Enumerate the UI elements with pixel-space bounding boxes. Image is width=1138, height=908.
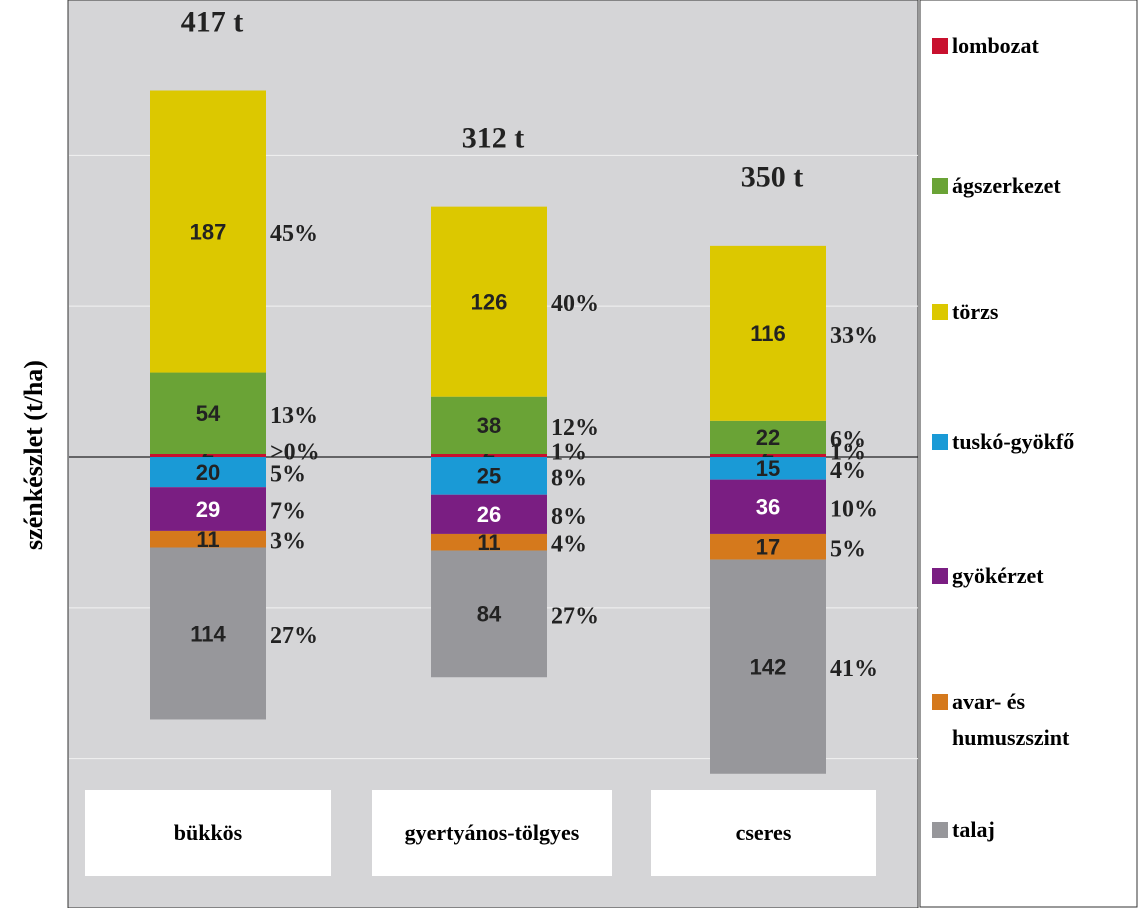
value-label: 54 xyxy=(196,401,221,426)
bar-segment xyxy=(150,487,266,531)
legend-item: ágszerkezet xyxy=(932,168,1132,204)
legend-item: törzs xyxy=(932,294,1132,330)
bar-segment xyxy=(150,547,266,720)
value-label: 26 xyxy=(477,502,501,527)
percent-label: 33% xyxy=(830,323,878,349)
percent-label: 5% xyxy=(830,536,866,562)
bar-segment xyxy=(431,550,547,678)
percent-label: 40% xyxy=(551,291,599,317)
value-label: 114 xyxy=(190,621,226,646)
bar-segment xyxy=(710,420,826,454)
value-label: 20 xyxy=(196,460,220,485)
bar-segment xyxy=(710,559,826,774)
legend-swatch xyxy=(932,822,948,838)
legend-item: tuskó-gyökfő xyxy=(932,424,1132,460)
legend-swatch xyxy=(932,38,948,54)
value-label: 126 xyxy=(471,289,508,314)
value-label: 15 xyxy=(756,456,780,481)
bar-segment xyxy=(431,457,547,495)
category-box: gyertyános-tölgyes xyxy=(372,790,612,876)
legend-swatch xyxy=(932,568,948,584)
percent-label: 4% xyxy=(551,532,587,558)
legend-label: tuskó-gyökfő xyxy=(952,429,1075,454)
percent-label: 41% xyxy=(830,656,878,682)
value-label: 25 xyxy=(477,464,501,489)
percent-label: 45% xyxy=(270,221,318,247)
bar-segment xyxy=(710,457,826,480)
percent-label: 8% xyxy=(551,465,587,491)
value-label: 29 xyxy=(196,497,220,522)
bar-segment xyxy=(150,90,266,373)
legend-label: gyökérzet xyxy=(952,563,1044,588)
total-label: 417 t xyxy=(181,5,244,38)
value-label: 116 xyxy=(750,321,786,346)
percent-label: 4% xyxy=(830,458,866,484)
bar-segment xyxy=(150,530,266,548)
percent-label: 13% xyxy=(270,403,318,429)
percent-label: 6% xyxy=(830,427,866,453)
bar-segment xyxy=(431,533,547,551)
category-box: bükkös xyxy=(85,790,331,876)
legend-item: talaj xyxy=(932,812,1132,848)
bar-segment xyxy=(431,206,547,397)
percent-label: 27% xyxy=(551,603,599,629)
percent-label: 12% xyxy=(551,415,599,441)
legend-swatch xyxy=(932,694,948,710)
value-label: 17 xyxy=(756,535,780,560)
legend-panel xyxy=(919,0,1138,908)
legend-item: lombozat xyxy=(932,28,1132,64)
y-axis-label: szénkészlet (t/ha) xyxy=(19,360,48,550)
percent-label: 27% xyxy=(270,623,318,649)
legend-label: avar- és humuszszint xyxy=(952,689,1070,750)
value-label: 187 xyxy=(190,219,227,244)
legend-label: lombozat xyxy=(952,33,1039,58)
percent-label: 5% xyxy=(270,462,306,488)
bar-segment xyxy=(150,454,266,458)
legend-swatch xyxy=(932,178,948,194)
bar-segment xyxy=(710,533,826,560)
legend-item: avar- és humuszszint xyxy=(932,684,1132,756)
bar-segment xyxy=(431,396,547,454)
total-label: 312 t xyxy=(462,122,525,155)
percent-label: 3% xyxy=(270,529,306,555)
total-label: 350 t xyxy=(741,161,804,194)
value-label: 22 xyxy=(756,425,780,450)
bar-segment xyxy=(150,457,266,488)
value-label: 38 xyxy=(477,413,501,438)
legend-swatch xyxy=(932,304,948,320)
legend-label: talaj xyxy=(952,817,995,842)
percent-label: 1% xyxy=(830,440,866,466)
bar-segment xyxy=(710,479,826,534)
value-label: 11 xyxy=(196,527,219,552)
percent-label: 10% xyxy=(830,496,878,522)
value-label: 11 xyxy=(477,530,500,555)
bar-segment xyxy=(431,494,547,534)
legend-label: törzs xyxy=(952,299,999,324)
percent-label: >0% xyxy=(270,440,320,466)
value-label: 142 xyxy=(750,654,787,679)
bar-segment xyxy=(431,454,547,458)
legend-swatch xyxy=(932,434,948,450)
percent-label: 1% xyxy=(551,440,587,466)
category-box: cseres xyxy=(651,790,876,876)
legend-label: ágszerkezet xyxy=(952,173,1061,198)
legend-item: gyökérzet xyxy=(932,558,1132,594)
bar-segment xyxy=(710,245,826,421)
bar-segment xyxy=(710,454,826,458)
value-label: 84 xyxy=(477,602,502,627)
percent-label: 8% xyxy=(551,504,587,530)
percent-label: 7% xyxy=(270,499,306,525)
value-label: 36 xyxy=(756,495,780,520)
bar-segment xyxy=(150,372,266,454)
